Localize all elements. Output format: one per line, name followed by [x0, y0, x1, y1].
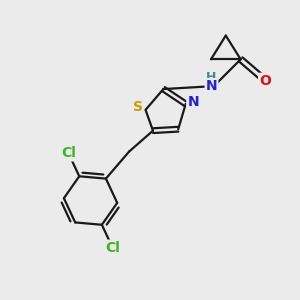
Text: Cl: Cl [105, 241, 120, 255]
Text: O: O [259, 74, 271, 88]
Text: N: N [187, 95, 199, 110]
Text: Cl: Cl [61, 146, 76, 161]
Text: N: N [206, 79, 217, 93]
Text: H: H [206, 71, 217, 84]
Text: S: S [133, 100, 143, 114]
